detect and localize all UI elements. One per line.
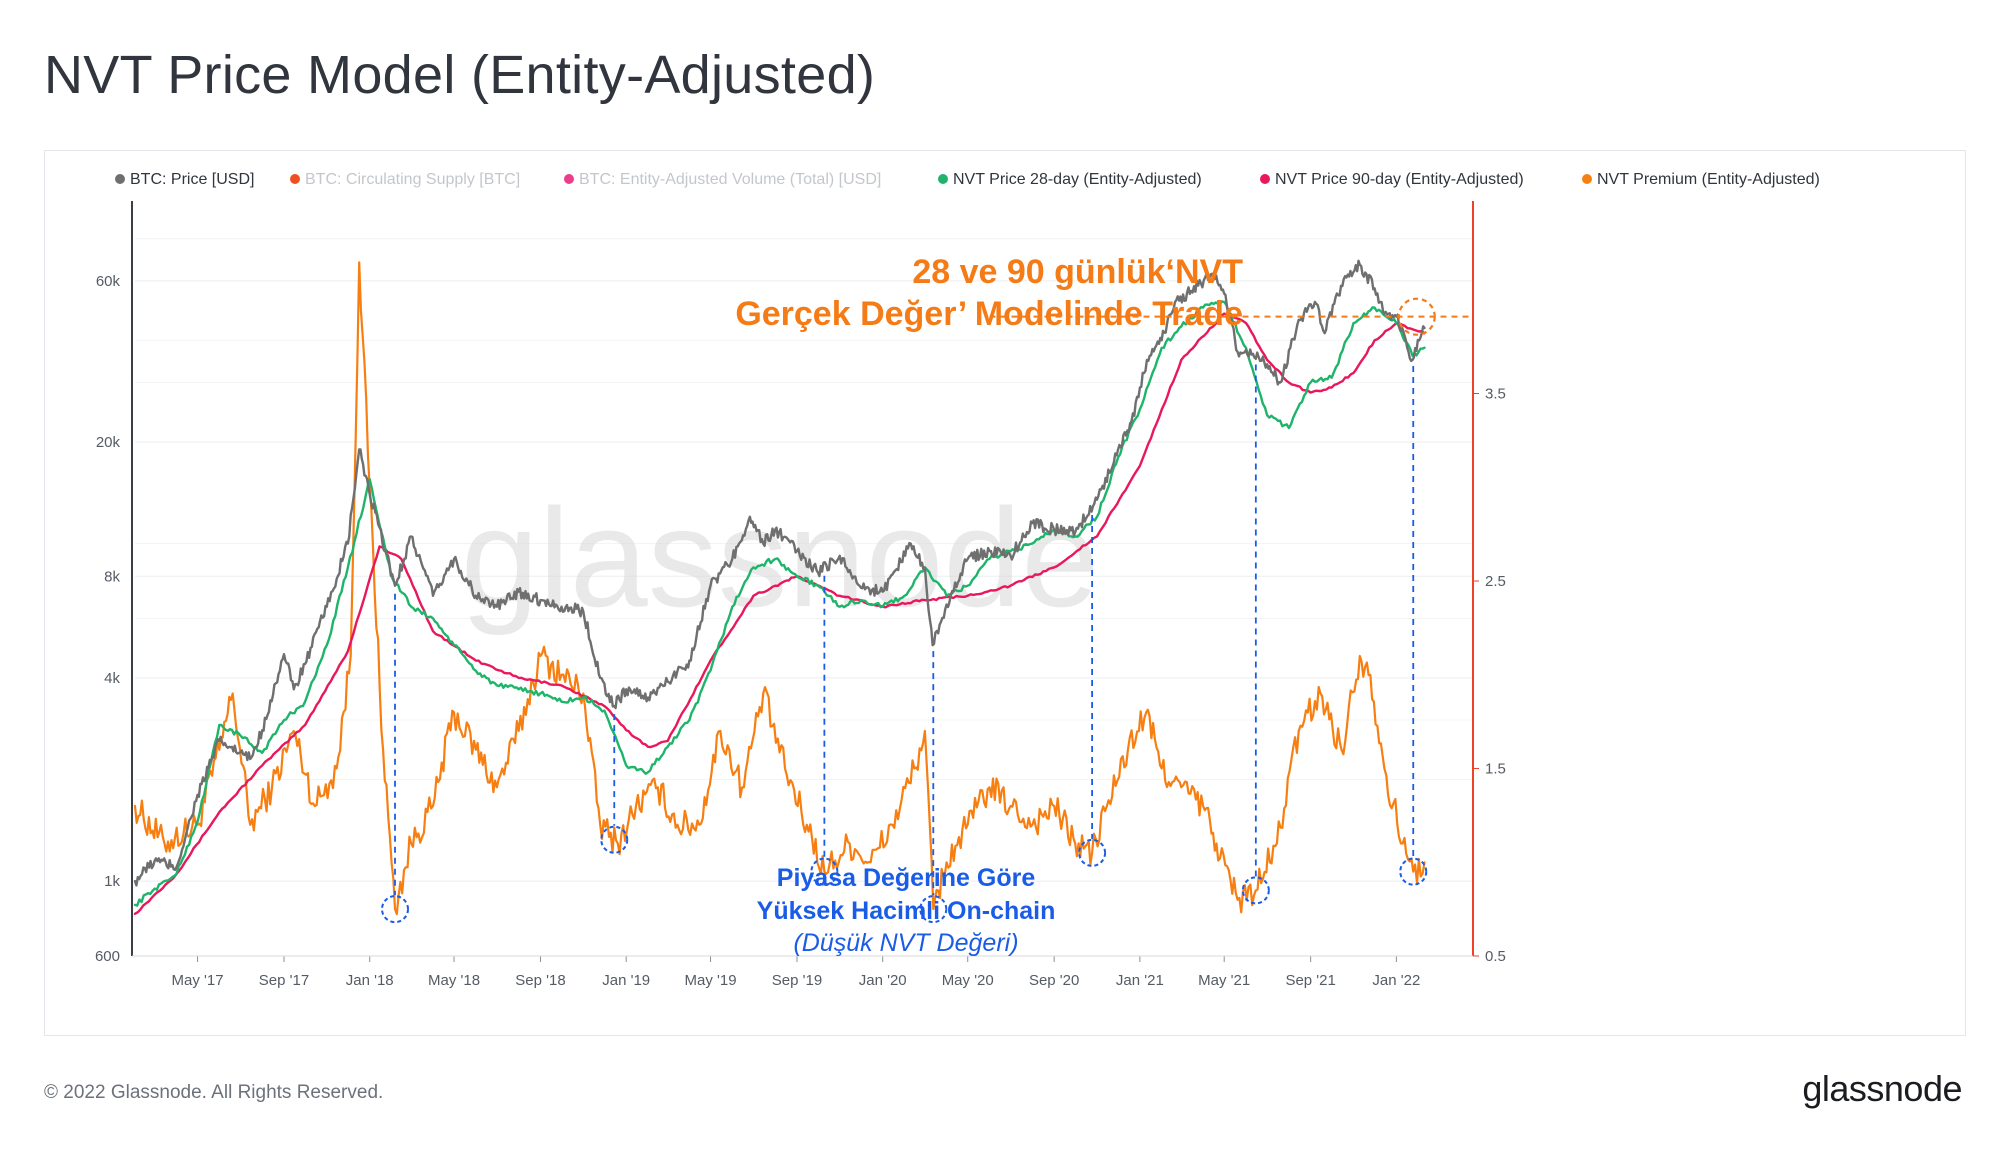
- nvt28-series-line: [133, 300, 1426, 907]
- premium-series-line: [133, 261, 1426, 916]
- x-tick-label: May '20: [942, 972, 994, 989]
- y-left-tick-label: 1k: [104, 873, 120, 890]
- brand-logo: glassnode: [1802, 1068, 1962, 1109]
- x-tick-label: Sep '17: [259, 972, 309, 989]
- y-left-tick-label: 20k: [96, 434, 121, 451]
- legend-dot: [290, 174, 300, 184]
- x-tick-label: Sep '21: [1285, 972, 1335, 989]
- page-title: NVT Price Model (Entity-Adjusted): [44, 45, 876, 105]
- footer-copyright: © 2022 Glassnode. All Rights Reserved.: [44, 1082, 384, 1103]
- x-tick-label: Sep '18: [515, 972, 565, 989]
- legend-dot: [564, 174, 574, 184]
- x-tick-label: Sep '20: [1029, 972, 1079, 989]
- legend-label: NVT Price 28-day (Entity-Adjusted): [953, 171, 1202, 188]
- legend-dot: [115, 174, 125, 184]
- legend-item[interactable]: NVT Price 28-day (Entity-Adjusted): [938, 171, 1202, 188]
- x-tick-label: Jan '18: [346, 972, 394, 989]
- x-tick-label: May '17: [172, 972, 224, 989]
- marker-circle: [1399, 857, 1428, 886]
- y-right-tick-label: 3.5: [1485, 386, 1506, 403]
- legend-item[interactable]: BTC: Circulating Supply [BTC]: [290, 171, 520, 188]
- y-left-tick-label: 60k: [96, 273, 121, 290]
- x-tick-label: Jan '21: [1116, 972, 1164, 989]
- legend-label: NVT Price 90-day (Entity-Adjusted): [1275, 171, 1524, 188]
- x-tick-label: May '21: [1198, 972, 1250, 989]
- marker-circle: [919, 895, 948, 924]
- axes: 600 1k 4k 8k 20k 60k 0.5 1.5 2.5 3.5 May '17 Sep '1…: [95, 201, 1506, 989]
- legend-item[interactable]: NVT Premium (Entity-Adjusted): [1582, 171, 1820, 188]
- y-left-tick-label: 4k: [104, 670, 120, 687]
- x-tick-label: Jan '22: [1372, 972, 1420, 989]
- marker-circle: [381, 895, 410, 924]
- marker-circle: [600, 825, 629, 854]
- x-tick-label: May '18: [428, 972, 480, 989]
- legend-item[interactable]: BTC: Entity-Adjusted Volume (Total) [USD…: [564, 171, 881, 188]
- legend-item[interactable]: NVT Price 90-day (Entity-Adjusted): [1260, 171, 1524, 188]
- markers: [381, 364, 1428, 924]
- legend-dot: [1260, 174, 1270, 184]
- x-tick-label: May '19: [684, 972, 736, 989]
- x-tick-label: Sep '19: [772, 972, 822, 989]
- series-layer: [133, 259, 1426, 916]
- marker-circle: [810, 857, 839, 886]
- legend-label: BTC: Circulating Supply [BTC]: [305, 171, 520, 188]
- annotation-fair-value-line: 28 ve 90 günlük‘NVT: [912, 253, 1243, 291]
- price-series-line: [133, 259, 1426, 887]
- x-tick-label: Jan '20: [859, 972, 907, 989]
- marker-circle: [1241, 876, 1270, 905]
- chart: BTC: Price [USD] BTC: Circulating Supply …: [95, 171, 1820, 989]
- y-right-tick-label: 0.5: [1485, 948, 1506, 965]
- y-right-tick-label: 2.5: [1485, 573, 1506, 590]
- legend-dot: [1582, 174, 1592, 184]
- watermark: glassnode: [461, 479, 1099, 636]
- legend: BTC: Price [USD] BTC: Circulating Supply …: [115, 171, 1820, 188]
- nvt90-series-line: [133, 312, 1426, 915]
- annotation-low-nvt-line: Piyasa Değerine Göre: [777, 864, 1036, 892]
- legend-dot: [938, 174, 948, 184]
- y-left-tick-label: 600: [95, 948, 120, 965]
- legend-item[interactable]: BTC: Price [USD]: [115, 171, 254, 188]
- legend-label: BTC: Entity-Adjusted Volume (Total) [USD…: [579, 171, 881, 188]
- legend-label: NVT Premium (Entity-Adjusted): [1597, 171, 1820, 188]
- fair-value-circle: [1397, 297, 1436, 336]
- annotation-low-nvt-subtitle: (Düşük NVT Değeri): [793, 929, 1018, 957]
- chart-panel: BTC: Price [USD] BTC: Circulating Supply …: [44, 150, 1966, 1036]
- x-tick-label: Jan '19: [602, 972, 650, 989]
- marker-circle: [1078, 838, 1107, 867]
- annotations: 28 ve 90 günlük‘NVT Gerçek Değer’ Modelin…: [735, 253, 1473, 957]
- annotation-fair-value-line: Gerçek Değer’ Modelinde Trade: [735, 295, 1243, 333]
- y-right-tick-label: 1.5: [1485, 761, 1506, 778]
- annotation-low-nvt-line: Yüksek Hacimli On-chain: [757, 897, 1056, 925]
- legend-label: BTC: Price [USD]: [130, 171, 254, 188]
- y-left-tick-label: 8k: [104, 568, 120, 585]
